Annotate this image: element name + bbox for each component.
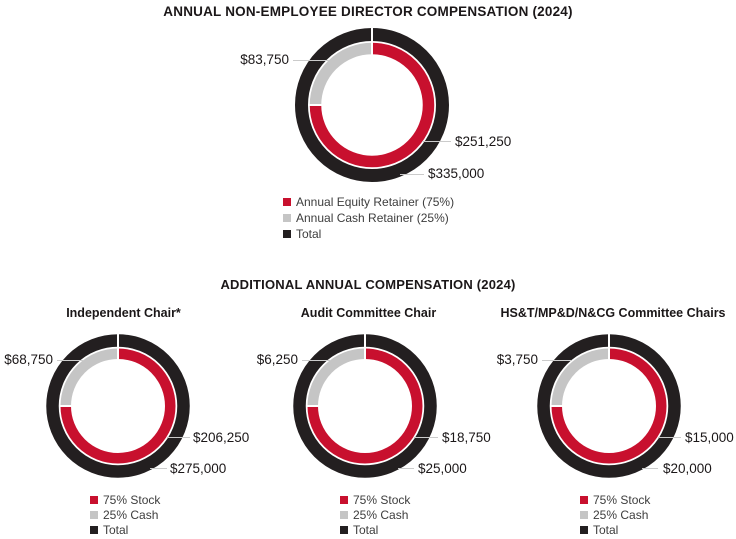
leader-line — [658, 437, 681, 438]
value-label-total: $275,000 — [170, 461, 227, 476]
legend-swatch-total-icon — [90, 525, 98, 534]
legend-swatch-cash-icon — [90, 510, 98, 519]
value-label-stock: $15,000 — [685, 430, 734, 445]
legend: Annual Equity Retainer (75%) Annual Cash… — [283, 194, 454, 242]
leader-line — [414, 437, 438, 438]
donut-chart — [537, 333, 681, 478]
chart-title: Audit Committee Chair — [300, 306, 437, 320]
legend-swatch-total-icon — [580, 525, 588, 534]
legend-item-total: Total — [283, 226, 454, 242]
legend-item-stock: 75% Stock — [580, 492, 650, 507]
legend-swatch-equity-icon — [283, 198, 291, 206]
legend-item-cash: Annual Cash Retainer (25%) — [283, 210, 454, 226]
legend-swatch-total-icon — [283, 230, 291, 238]
section-title-additional: ADDITIONAL ANNUAL COMPENSATION (2024) — [220, 277, 516, 292]
value-label-total: $25,000 — [418, 461, 467, 476]
leader-line — [167, 437, 190, 438]
chart-title: HS&T/MP&D/N&CG Committee Chairs — [500, 306, 726, 320]
donut-chart — [46, 333, 190, 478]
value-label-cash: $83,750 — [240, 52, 289, 67]
leader-line — [422, 141, 451, 142]
value-label-cash: $6,250 — [256, 352, 298, 367]
legend: 75% Stock 25% Cash Total — [90, 492, 160, 537]
donut-chart — [295, 27, 449, 182]
leader-line — [302, 360, 330, 361]
value-label-total: $335,000 — [428, 166, 485, 181]
legend: 75% Stock 25% Cash Total — [340, 492, 410, 537]
leader-line — [400, 174, 424, 175]
legend-item-cash: 25% Cash — [340, 507, 410, 522]
legend-swatch-cash-icon — [340, 510, 348, 519]
legend-item-total: Total — [340, 522, 410, 537]
legend-label: 25% Cash — [353, 507, 409, 522]
value-label-stock: $18,750 — [442, 430, 491, 445]
leader-line — [642, 468, 658, 469]
leader-line — [293, 60, 329, 61]
value-label-cash: $3,750 — [496, 352, 538, 367]
legend: 75% Stock 25% Cash Total — [580, 492, 650, 537]
legend-item-cash: 25% Cash — [580, 507, 650, 522]
hst-mpd-ncg-committee-chairs-chart: HS&T/MP&D/N&CG Committee Chairs $3,750 $… — [490, 300, 736, 539]
leader-line — [150, 468, 167, 469]
annual-director-compensation-chart: ANNUAL NON-EMPLOYEE DIRECTOR COMPENSATIO… — [0, 0, 736, 250]
legend-swatch-cash-icon — [580, 510, 588, 519]
legend-swatch-total-icon — [340, 525, 348, 534]
value-label-equity: $251,250 — [455, 134, 512, 149]
legend-label: Total — [103, 522, 129, 537]
donut-chart — [293, 333, 437, 478]
legend-swatch-stock-icon — [580, 495, 588, 504]
legend-item-stock: 75% Stock — [340, 492, 410, 507]
legend-item-cash: 25% Cash — [90, 507, 160, 522]
legend-item-total: Total — [580, 522, 650, 537]
legend-item-total: Total — [90, 522, 160, 537]
legend-swatch-stock-icon — [340, 495, 348, 504]
audit-committee-chair-chart: Audit Committee Chair $6,250 $18,750 $25… — [247, 300, 491, 539]
legend-label: Annual Equity Retainer (75%) — [296, 195, 455, 209]
leader-line — [542, 360, 572, 361]
legend-label: 25% Cash — [593, 507, 649, 522]
legend-swatch-stock-icon — [90, 495, 98, 504]
legend-item-equity: Annual Equity Retainer (75%) — [283, 194, 454, 210]
legend-label: Annual Cash Retainer (25%) — [296, 211, 449, 225]
value-label-cash: $68,750 — [4, 352, 53, 367]
legend-label: 25% Cash — [103, 507, 159, 522]
legend-label: Total — [296, 227, 322, 241]
legend-label: 75% Stock — [593, 492, 651, 507]
value-label-stock: $206,250 — [193, 430, 250, 445]
legend-label: 75% Stock — [353, 492, 411, 507]
legend-item-stock: 75% Stock — [90, 492, 160, 507]
leader-line — [57, 360, 83, 361]
legend-label: Total — [353, 522, 379, 537]
legend-label: Total — [593, 522, 619, 537]
chart-title: Independent Chair* — [66, 306, 181, 320]
value-label-total: $20,000 — [663, 461, 712, 476]
legend-label: 75% Stock — [103, 492, 161, 507]
independent-chair-chart: Independent Chair* $68,750 $206,250 $275… — [0, 300, 250, 539]
leader-line — [398, 468, 414, 469]
chart-title: ANNUAL NON-EMPLOYEE DIRECTOR COMPENSATIO… — [163, 4, 573, 19]
legend-swatch-cash-icon — [283, 214, 291, 222]
